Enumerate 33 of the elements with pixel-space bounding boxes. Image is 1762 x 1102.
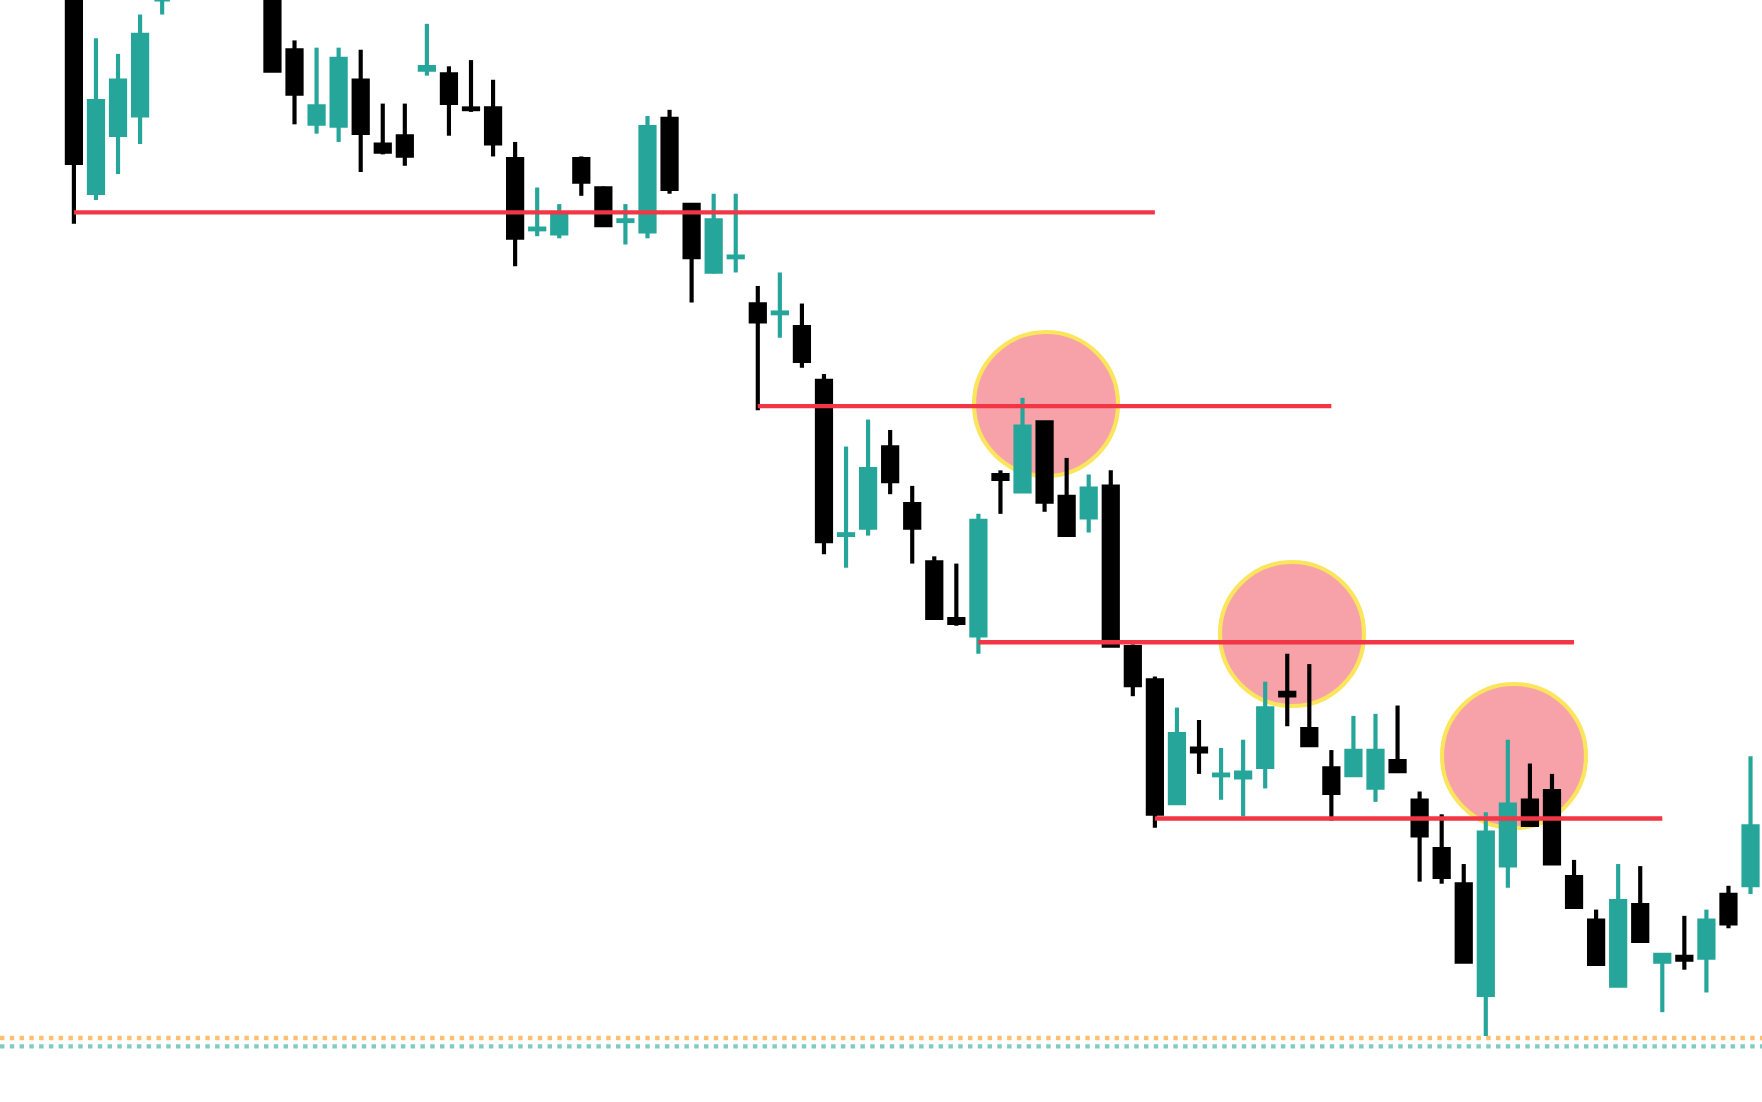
candlestick [439, 64, 459, 138]
candlestick [903, 483, 922, 566]
candlestick [1300, 661, 1319, 749]
candlestick [307, 45, 326, 136]
candlestick [572, 154, 591, 198]
candlestick [836, 444, 856, 570]
candlestick [1631, 864, 1650, 944]
candlestick [1719, 883, 1738, 931]
candlestick [461, 58, 481, 114]
candlestick [373, 101, 392, 157]
candlestick [483, 77, 503, 159]
candlestick [1057, 455, 1076, 538]
candlestick [417, 21, 436, 78]
candlestick [1697, 907, 1716, 995]
candlestick [1278, 651, 1297, 729]
candlestick [1586, 907, 1606, 967]
candlestick [1564, 857, 1584, 910]
candlestick [395, 101, 414, 168]
candlestick [1189, 717, 1209, 776]
candlestick [1653, 952, 1672, 1015]
candlestick [1388, 703, 1407, 774]
candlestick [770, 270, 789, 340]
candlestick [947, 561, 966, 628]
candlestick [881, 427, 900, 497]
candlestick [748, 283, 767, 413]
candlestick [1432, 812, 1451, 886]
candlestick [991, 468, 1010, 516]
candlestick [1675, 913, 1694, 972]
candlestick [1234, 737, 1253, 819]
candlestick [1079, 472, 1098, 535]
candlestick [1123, 642, 1142, 699]
candlestick [153, 0, 172, 17]
candlestick [792, 301, 812, 370]
